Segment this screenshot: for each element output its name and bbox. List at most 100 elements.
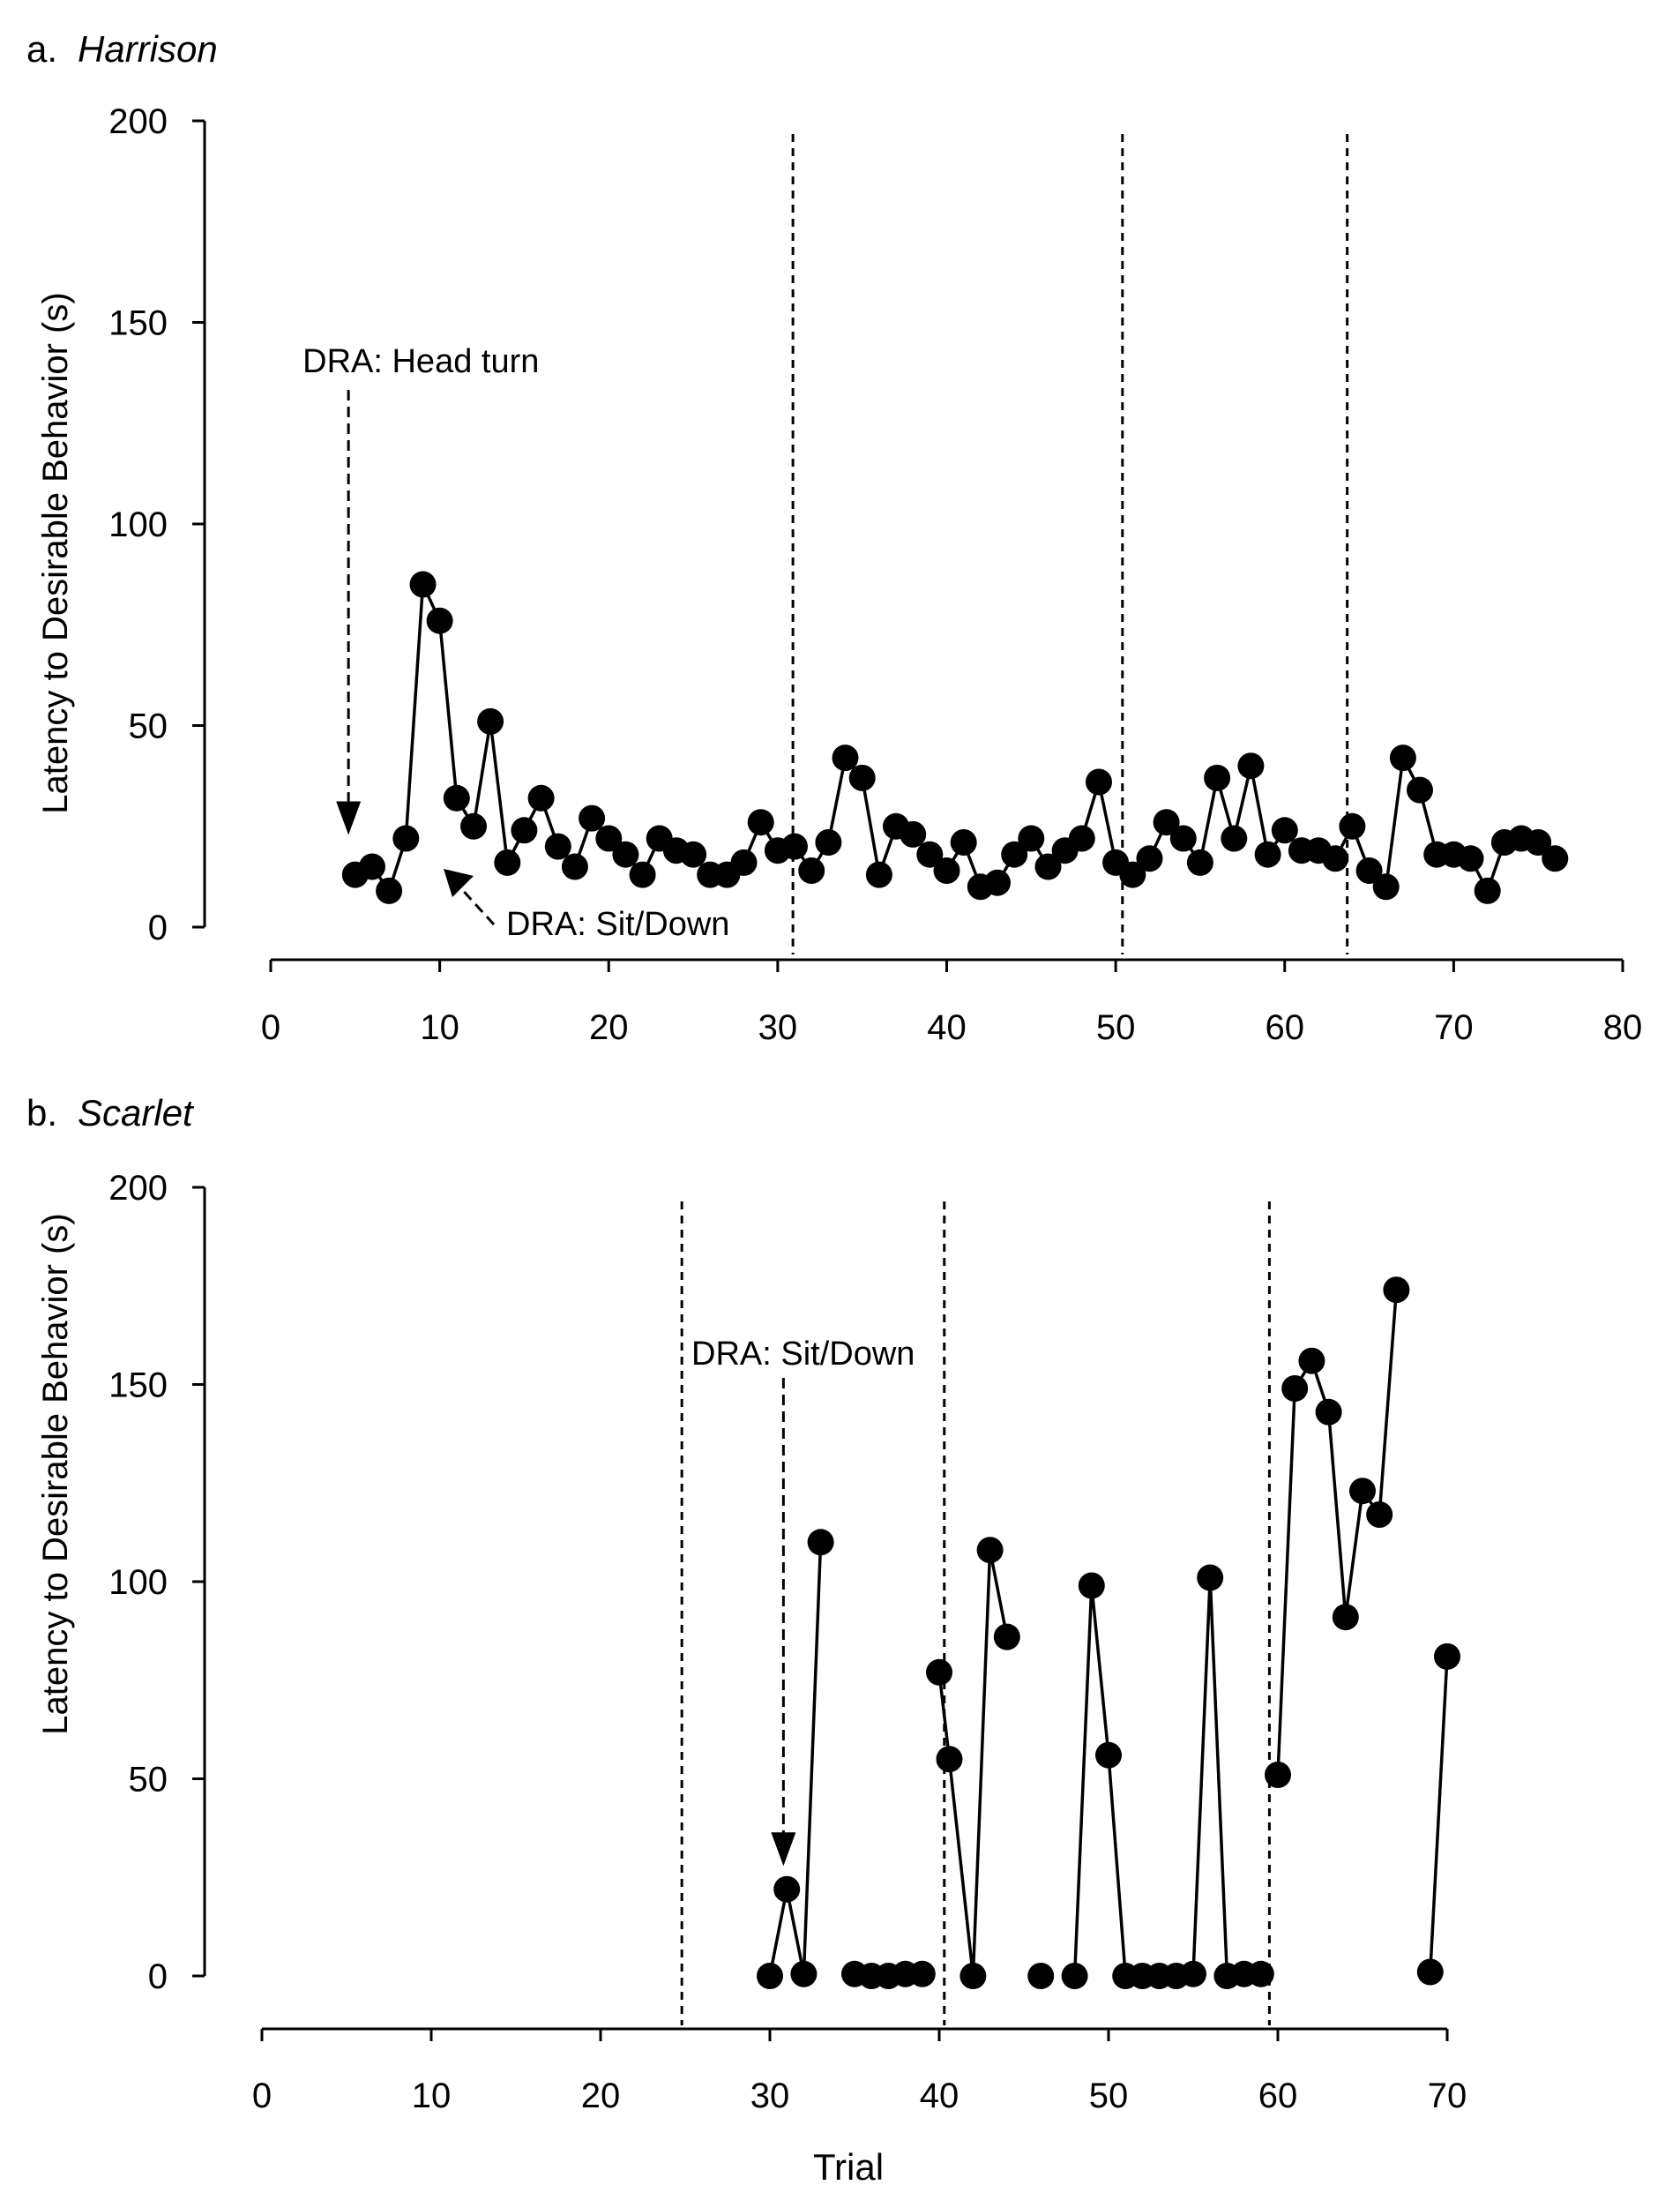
data-point xyxy=(359,853,385,880)
x-tick-label: 0 xyxy=(252,2077,272,2115)
annotation-label: DRA: Head turn xyxy=(302,343,539,380)
x-axis-label: Trial xyxy=(813,2146,884,2188)
panel-title: Scarlet xyxy=(78,1092,195,1134)
panel-harrison: a. Harrison Latency to Desirable Behavio… xyxy=(26,28,1642,1047)
annotations: DRA: Head turn DRA: Sit/Down xyxy=(302,343,729,943)
data-point xyxy=(1095,1741,1122,1769)
data-point xyxy=(629,861,656,888)
data-point xyxy=(1221,825,1248,852)
data-point xyxy=(392,825,420,852)
data-point xyxy=(993,1623,1020,1650)
data-point xyxy=(1542,845,1569,872)
x-tick-label: 40 xyxy=(927,1008,967,1047)
y-tick-label: 150 xyxy=(108,1366,168,1405)
data-point xyxy=(1457,845,1484,872)
data-point xyxy=(1153,809,1180,836)
x-tick-label: 30 xyxy=(758,1008,798,1047)
data-point xyxy=(1383,1276,1410,1304)
x-tick-label: 50 xyxy=(1096,1008,1136,1047)
data-point xyxy=(1271,817,1298,844)
data-point xyxy=(1061,1963,1088,1989)
data-point xyxy=(807,1529,834,1556)
annotation-arrowhead xyxy=(336,801,362,835)
y-axis-label: Latency to Desirable Behavior (s) xyxy=(36,292,75,813)
data-point xyxy=(1265,1762,1291,1788)
x-tick-label: 50 xyxy=(1089,2077,1129,2115)
data-point xyxy=(798,857,825,884)
data-point xyxy=(511,817,538,844)
data-point xyxy=(612,841,639,868)
panel-scarlet: b. Scarlet Latency to Desirable Behavior… xyxy=(26,1092,1467,2188)
data-point xyxy=(443,784,470,812)
data-point xyxy=(1366,1501,1393,1528)
data-point xyxy=(1027,1963,1055,1989)
data-point xyxy=(1281,1375,1309,1402)
data-point xyxy=(865,861,892,888)
data-point xyxy=(757,1963,783,1989)
data-points xyxy=(341,571,1569,904)
data-point xyxy=(1186,849,1213,876)
y-tick-label: 50 xyxy=(129,707,168,746)
data-point xyxy=(544,833,571,860)
panel-letter: b. xyxy=(26,1092,57,1134)
x-tick-label: 80 xyxy=(1603,1008,1643,1047)
series-line xyxy=(768,1542,823,1977)
data-point xyxy=(773,1875,801,1903)
x-tick-label: 40 xyxy=(920,2077,959,2115)
data-point xyxy=(959,1963,987,1989)
phase-lines xyxy=(680,1201,1271,2025)
annotation-arrowhead xyxy=(771,1832,796,1867)
data-point xyxy=(1355,857,1383,884)
data-point xyxy=(409,571,437,598)
data-points xyxy=(757,1276,1460,1989)
data-point xyxy=(1416,1958,1444,1986)
data-point xyxy=(1389,745,1416,772)
data-point xyxy=(1339,812,1366,840)
data-point xyxy=(848,764,876,791)
y-axis-label: Latency to Desirable Behavior (s) xyxy=(36,1213,75,1734)
data-point xyxy=(1034,853,1062,880)
data-point xyxy=(747,809,774,836)
data-point xyxy=(1237,752,1265,780)
y-tick-label: 100 xyxy=(108,505,168,544)
data-point xyxy=(926,1658,952,1686)
y-tick-label: 150 xyxy=(108,304,168,343)
x-tick-label: 70 xyxy=(1434,1008,1474,1047)
data-point xyxy=(1247,1960,1274,1987)
data-point xyxy=(1169,825,1197,852)
data-point xyxy=(1254,841,1281,868)
data-point xyxy=(460,812,487,840)
data-point xyxy=(1322,845,1349,872)
data-point xyxy=(477,707,504,735)
data-point xyxy=(494,849,521,876)
data-point xyxy=(595,825,623,852)
data-point xyxy=(900,820,927,848)
data-point xyxy=(950,829,977,856)
data-point xyxy=(1078,1572,1105,1599)
x-tick-label: 10 xyxy=(420,1008,459,1047)
data-point xyxy=(781,833,808,860)
data-point xyxy=(1180,1960,1206,1987)
panel-title: Harrison xyxy=(78,28,218,70)
y-tick-label: 200 xyxy=(108,1169,168,1208)
annotation-label: DRA: Sit/Down xyxy=(691,1336,915,1373)
data-point xyxy=(1474,877,1501,904)
data-point xyxy=(1001,841,1028,868)
annotations: DRA: Sit/Down xyxy=(691,1336,915,1867)
x-tick-label: 60 xyxy=(1258,2077,1298,2115)
axes: 0 50 100 150 200 0 10 20 30 40 50 60 70 80 xyxy=(108,102,1642,1047)
y-tick-label: 0 xyxy=(148,1957,168,1996)
x-tick-label: 10 xyxy=(412,2077,452,2115)
x-tick-label: 20 xyxy=(589,1008,629,1047)
data-point xyxy=(790,1960,818,1987)
data-point xyxy=(1407,776,1433,804)
data-point xyxy=(1068,825,1095,852)
data-point xyxy=(1119,861,1146,888)
data-point xyxy=(1136,845,1163,872)
data-point xyxy=(680,841,707,868)
data-point xyxy=(376,877,403,904)
data-point xyxy=(1349,1478,1376,1505)
y-tick-label: 200 xyxy=(108,102,168,141)
data-point xyxy=(579,804,606,832)
